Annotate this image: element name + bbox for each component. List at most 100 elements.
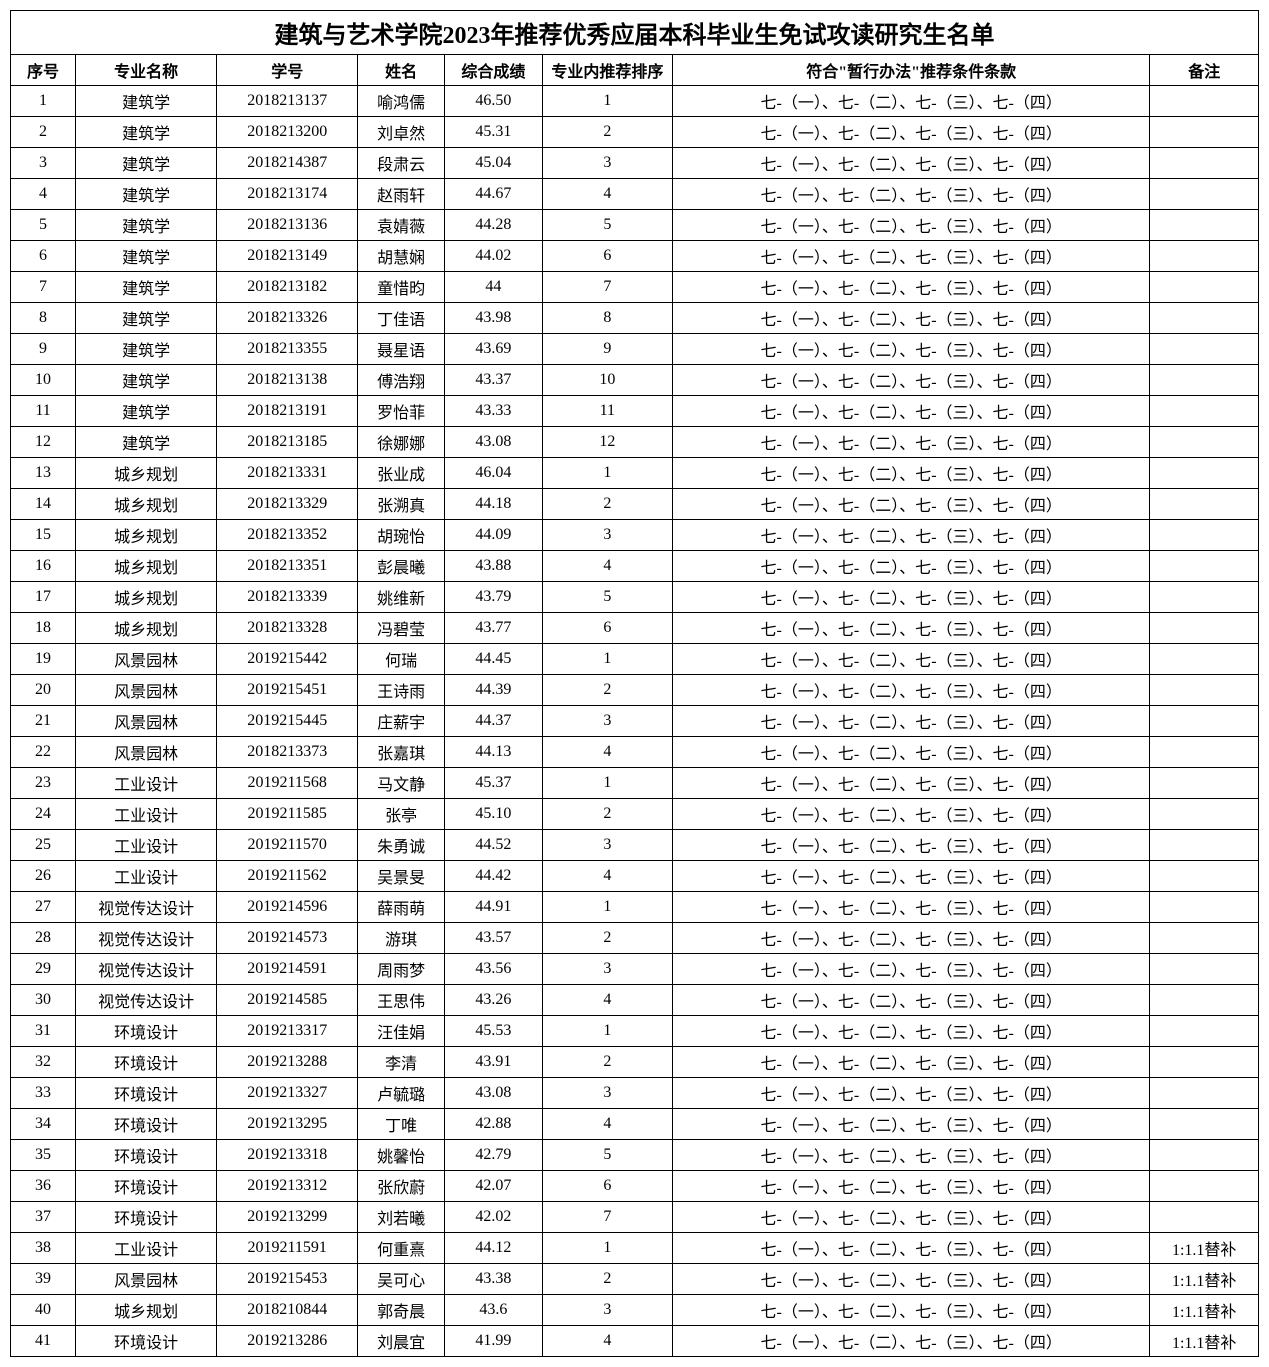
cell-major: 建筑学 [76, 427, 217, 458]
cell-remark [1150, 768, 1259, 799]
table-row: 16城乡规划2018213351彭晨曦43.884七-（一）、七-（二）、七-（… [11, 551, 1259, 582]
cell-seq: 8 [11, 303, 76, 334]
cell-score: 44.91 [445, 892, 543, 923]
cell-remark [1150, 985, 1259, 1016]
cell-score: 42.88 [445, 1109, 543, 1140]
cell-seq: 37 [11, 1202, 76, 1233]
cell-cond: 七-（一）、七-（二）、七-（三）、七-（四） [672, 799, 1149, 830]
table-row: 2建筑学2018213200刘卓然45.312七-（一）、七-（二）、七-（三）… [11, 117, 1259, 148]
cell-cond: 七-（一）、七-（二）、七-（三）、七-（四） [672, 768, 1149, 799]
cell-remark [1150, 1078, 1259, 1109]
cell-cond: 七-（一）、七-（二）、七-（三）、七-（四） [672, 830, 1149, 861]
cell-remark [1150, 830, 1259, 861]
cell-score: 43.6 [445, 1295, 543, 1326]
cell-cond: 七-（一）、七-（二）、七-（三）、七-（四） [672, 1047, 1149, 1078]
cell-rank: 12 [542, 427, 672, 458]
table-row: 14城乡规划2018213329张溯真44.182七-（一）、七-（二）、七-（… [11, 489, 1259, 520]
cell-score: 44 [445, 272, 543, 303]
cell-cond: 七-（一）、七-（二）、七-（三）、七-（四） [672, 1016, 1149, 1047]
table-row: 41环境设计2019213286刘晨宜41.994七-（一）、七-（二）、七-（… [11, 1326, 1259, 1357]
cell-id: 2018213182 [217, 272, 358, 303]
cell-remark [1150, 272, 1259, 303]
cell-id: 2019213312 [217, 1171, 358, 1202]
cell-score: 43.08 [445, 427, 543, 458]
cell-cond: 七-（一）、七-（二）、七-（三）、七-（四） [672, 954, 1149, 985]
cell-rank: 4 [542, 551, 672, 582]
cell-id: 2019211562 [217, 861, 358, 892]
cell-remark [1150, 1016, 1259, 1047]
cell-remark [1150, 241, 1259, 272]
cell-score: 45.37 [445, 768, 543, 799]
cell-seq: 23 [11, 768, 76, 799]
cell-name: 汪佳娟 [358, 1016, 445, 1047]
cell-id: 2019215445 [217, 706, 358, 737]
cell-cond: 七-（一）、七-（二）、七-（三）、七-（四） [672, 1264, 1149, 1295]
cell-id: 2019211591 [217, 1233, 358, 1264]
col-header-remark: 备注 [1150, 55, 1259, 86]
cell-major: 建筑学 [76, 210, 217, 241]
cell-name: 马文静 [358, 768, 445, 799]
cell-rank: 3 [542, 954, 672, 985]
table-row: 26工业设计2019211562吴景旻44.424七-（一）、七-（二）、七-（… [11, 861, 1259, 892]
cell-major: 建筑学 [76, 148, 217, 179]
cell-remark [1150, 365, 1259, 396]
cell-major: 风景园林 [76, 644, 217, 675]
cell-cond: 七-（一）、七-（二）、七-（三）、七-（四） [672, 985, 1149, 1016]
cell-name: 赵雨轩 [358, 179, 445, 210]
cell-score: 45.10 [445, 799, 543, 830]
cell-seq: 5 [11, 210, 76, 241]
cell-id: 2018214387 [217, 148, 358, 179]
cell-name: 刘卓然 [358, 117, 445, 148]
cell-major: 工业设计 [76, 768, 217, 799]
table-row: 1建筑学2018213137喻鸿儒46.501七-（一）、七-（二）、七-（三）… [11, 86, 1259, 117]
cell-cond: 七-（一）、七-（二）、七-（三）、七-（四） [672, 365, 1149, 396]
cell-id: 2019213286 [217, 1326, 358, 1357]
cell-name: 胡琬怡 [358, 520, 445, 551]
cell-name: 冯碧莹 [358, 613, 445, 644]
cell-id: 2019213327 [217, 1078, 358, 1109]
cell-score: 43.37 [445, 365, 543, 396]
cell-remark [1150, 334, 1259, 365]
table-row: 10建筑学2018213138傅浩翔43.3710七-（一）、七-（二）、七-（… [11, 365, 1259, 396]
cell-seq: 38 [11, 1233, 76, 1264]
cell-remark [1150, 86, 1259, 117]
cell-rank: 1 [542, 1016, 672, 1047]
col-header-score: 综合成绩 [445, 55, 543, 86]
cell-major: 建筑学 [76, 303, 217, 334]
cell-rank: 4 [542, 1326, 672, 1357]
cell-id: 2019214585 [217, 985, 358, 1016]
cell-cond: 七-（一）、七-（二）、七-（三）、七-（四） [672, 861, 1149, 892]
cell-id: 2018213200 [217, 117, 358, 148]
cell-seq: 11 [11, 396, 76, 427]
cell-major: 城乡规划 [76, 458, 217, 489]
cell-major: 建筑学 [76, 241, 217, 272]
cell-id: 2019214596 [217, 892, 358, 923]
cell-name: 朱勇诚 [358, 830, 445, 861]
cell-seq: 32 [11, 1047, 76, 1078]
cell-rank: 2 [542, 1047, 672, 1078]
table-row: 31环境设计2019213317汪佳娟45.531七-（一）、七-（二）、七-（… [11, 1016, 1259, 1047]
cell-rank: 3 [542, 1078, 672, 1109]
cell-cond: 七-（一）、七-（二）、七-（三）、七-（四） [672, 1078, 1149, 1109]
cell-name: 姚馨怡 [358, 1140, 445, 1171]
cell-score: 44.13 [445, 737, 543, 768]
cell-seq: 26 [11, 861, 76, 892]
cell-rank: 5 [542, 1140, 672, 1171]
cell-id: 2018213355 [217, 334, 358, 365]
table-row: 30视觉传达设计2019214585王思伟43.264七-（一）、七-（二）、七… [11, 985, 1259, 1016]
cell-name: 彭晨曦 [358, 551, 445, 582]
cell-seq: 16 [11, 551, 76, 582]
cell-cond: 七-（一）、七-（二）、七-（三）、七-（四） [672, 334, 1149, 365]
table-row: 9建筑学2018213355聂星语43.699七-（一）、七-（二）、七-（三）… [11, 334, 1259, 365]
cell-name: 姚维新 [358, 582, 445, 613]
cell-score: 42.79 [445, 1140, 543, 1171]
cell-cond: 七-（一）、七-（二）、七-（三）、七-（四） [672, 582, 1149, 613]
cell-seq: 34 [11, 1109, 76, 1140]
cell-cond: 七-（一）、七-（二）、七-（三）、七-（四） [672, 179, 1149, 210]
cell-rank: 4 [542, 179, 672, 210]
cell-rank: 2 [542, 489, 672, 520]
cell-name: 傅浩翔 [358, 365, 445, 396]
cell-name: 吴景旻 [358, 861, 445, 892]
cell-score: 44.67 [445, 179, 543, 210]
cell-seq: 25 [11, 830, 76, 861]
